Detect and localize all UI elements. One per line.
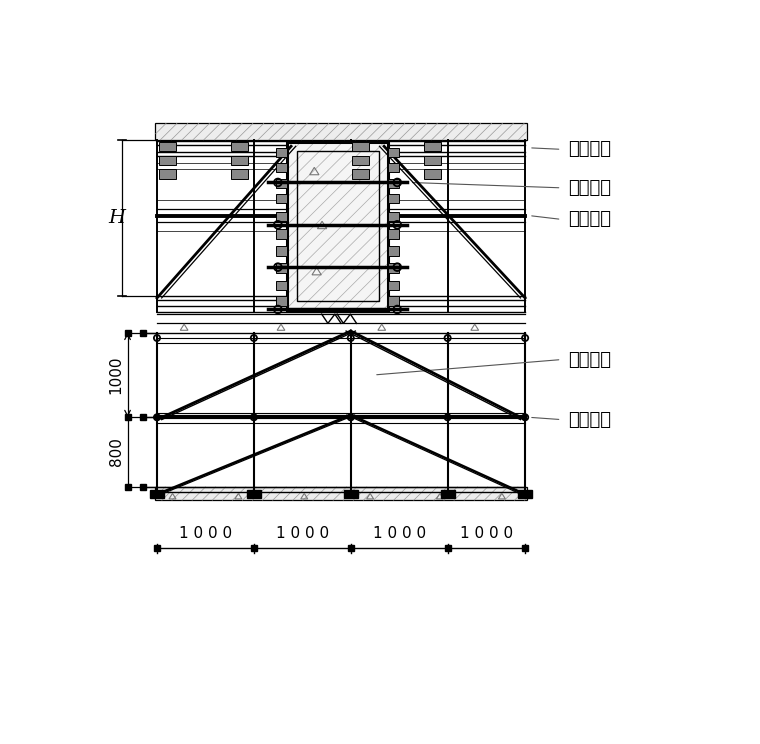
Bar <box>159 170 176 179</box>
Bar <box>277 194 287 203</box>
Bar <box>353 170 369 179</box>
Bar <box>388 229 399 239</box>
Bar <box>277 212 287 221</box>
Text: 1 0 0 0: 1 0 0 0 <box>276 526 329 542</box>
Bar <box>424 141 442 151</box>
Bar <box>230 170 248 179</box>
Bar <box>156 124 527 140</box>
Text: 1 0 0 0: 1 0 0 0 <box>179 526 232 542</box>
Bar <box>296 151 378 301</box>
Text: 1000: 1000 <box>109 356 124 394</box>
Text: 加固斜撑: 加固斜撑 <box>568 350 611 368</box>
Text: 对拉丝杆: 对拉丝杆 <box>568 179 611 197</box>
Bar <box>247 490 261 498</box>
Bar <box>277 296 287 306</box>
Text: 支撑垫板: 支撑垫板 <box>568 411 611 429</box>
Bar <box>388 148 399 157</box>
Bar <box>159 141 176 151</box>
Bar <box>388 212 399 221</box>
Bar <box>424 170 442 179</box>
Bar <box>156 487 527 501</box>
Bar <box>230 155 248 164</box>
Bar <box>388 179 399 187</box>
Bar <box>388 246 399 256</box>
Text: 框梁斜撑: 框梁斜撑 <box>568 141 611 158</box>
Bar <box>287 141 388 310</box>
Bar <box>388 263 399 272</box>
Text: 1 0 0 0: 1 0 0 0 <box>372 526 426 542</box>
Bar <box>518 490 532 498</box>
Text: 800: 800 <box>109 437 124 466</box>
Bar <box>353 141 369 151</box>
Bar <box>230 141 248 151</box>
Text: 加固钢管: 加固钢管 <box>568 211 611 228</box>
Bar <box>344 490 358 498</box>
Bar <box>388 296 399 306</box>
Text: 1 0 0 0: 1 0 0 0 <box>460 526 513 542</box>
Bar <box>277 246 287 256</box>
Bar <box>150 490 164 498</box>
Bar <box>424 155 442 164</box>
Bar <box>277 229 287 239</box>
Bar <box>441 490 454 498</box>
Bar <box>277 148 287 157</box>
Bar <box>277 163 287 173</box>
Bar <box>353 155 369 164</box>
Bar <box>277 179 287 187</box>
Bar <box>277 281 287 290</box>
Text: H: H <box>108 209 125 227</box>
Bar <box>159 155 176 164</box>
Bar <box>388 163 399 173</box>
Bar <box>287 141 388 310</box>
Bar <box>388 281 399 290</box>
Bar <box>277 263 287 272</box>
Bar <box>388 194 399 203</box>
